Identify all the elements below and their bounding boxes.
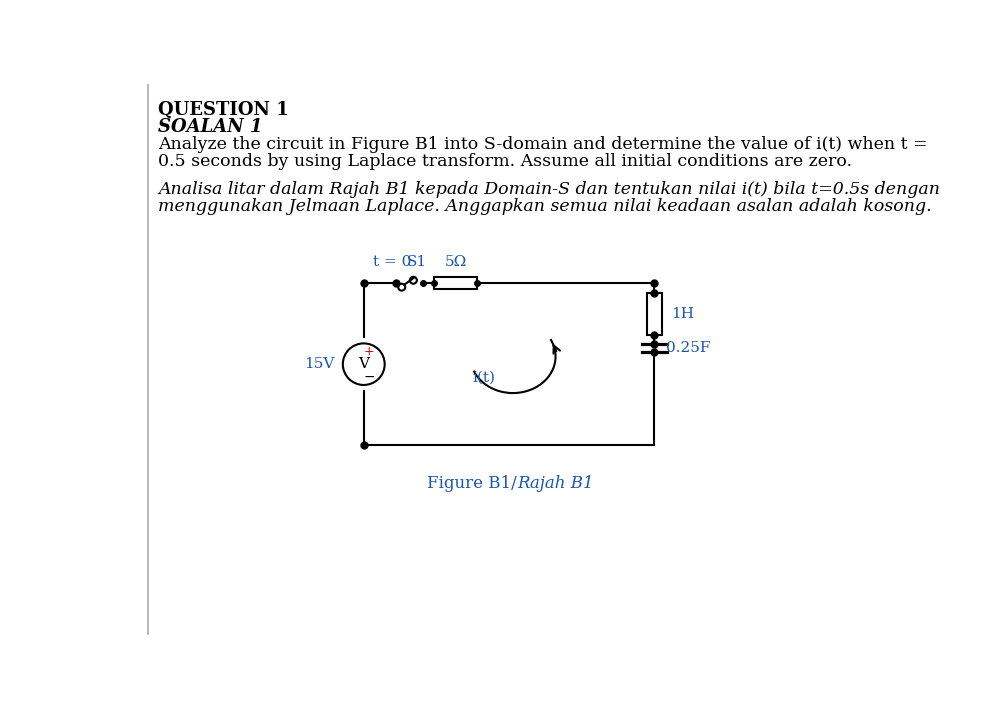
Text: menggunakan Jelmaan Laplace. Anggapkan semua nilai keadaan asalan adalah kosong.: menggunakan Jelmaan Laplace. Anggapkan s… (158, 198, 932, 215)
Text: 5Ω: 5Ω (445, 256, 466, 269)
Text: +: + (364, 345, 374, 358)
Text: 1H: 1H (672, 307, 695, 320)
Text: i(t): i(t) (472, 371, 495, 385)
Text: −: − (364, 370, 375, 384)
Text: 15V: 15V (304, 357, 334, 371)
Text: S1: S1 (407, 256, 427, 269)
Text: QUESTION 1: QUESTION 1 (158, 101, 289, 119)
Text: Analisa litar dalam Rajah B1 kepada Domain-S dan tentukan nilai i(t) bila t=0.5s: Analisa litar dalam Rajah B1 kepada Doma… (158, 181, 941, 198)
Text: Figure B1/: Figure B1/ (427, 475, 517, 492)
Bar (435, 277, 477, 290)
Text: SOALAN 1: SOALAN 1 (158, 117, 263, 136)
Text: Analyze the circuit in Figure B1 into S-domain and determine the value of i(t) w: Analyze the circuit in Figure B1 into S-… (158, 136, 928, 153)
Text: Rajah B1: Rajah B1 (517, 475, 594, 492)
Text: 0.25F: 0.25F (666, 341, 710, 355)
Text: V: V (359, 357, 370, 371)
Bar (646, 293, 662, 335)
Text: 0.5 seconds by using Laplace transform. Assume all initial conditions are zero.: 0.5 seconds by using Laplace transform. … (158, 153, 853, 170)
Text: t = 0: t = 0 (373, 256, 412, 269)
